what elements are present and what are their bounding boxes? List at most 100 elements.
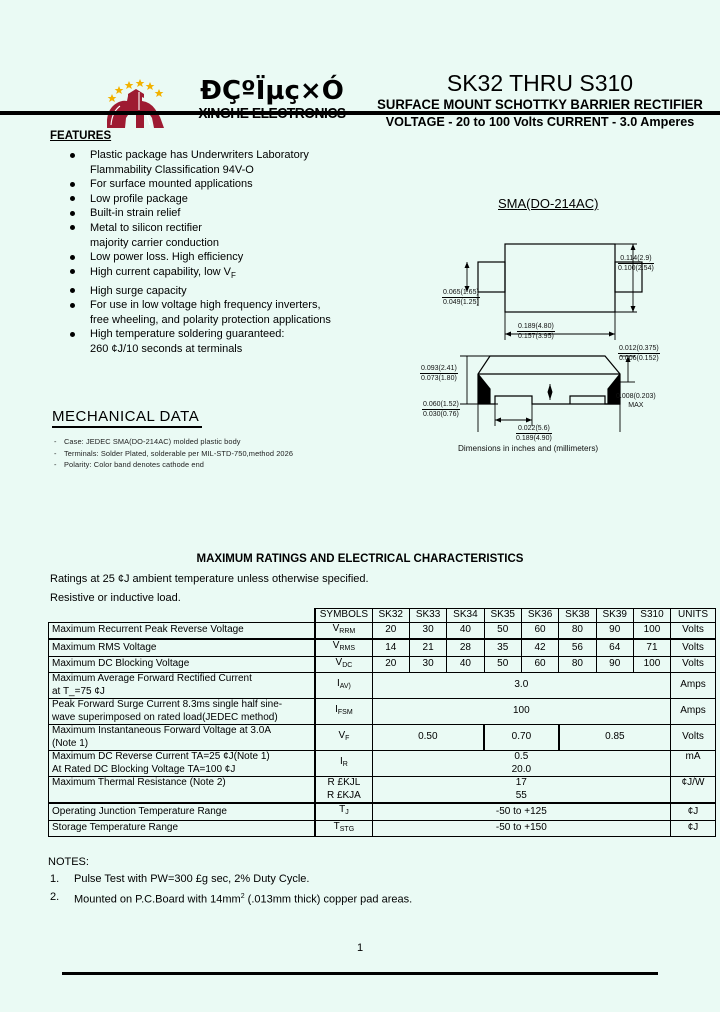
cell-value-merged: 100 <box>371 698 672 725</box>
mechanical-data-heading: MECHANICAL DATA <box>52 408 200 425</box>
row-symbol-vrms: VRMS <box>314 638 373 657</box>
cell-value: 60 <box>520 655 560 673</box>
bullet-icon <box>70 269 75 275</box>
notes-section: NOTES: 1. Pulse Test with PW=300 £g sec,… <box>48 856 668 907</box>
column-header-sk36: SK36 <box>520 608 560 623</box>
column-header-sk38: SK38 <box>558 608 597 623</box>
feature-text: High temperature soldering guaranteed: <box>90 328 285 341</box>
list-item: Low profile package <box>50 192 380 207</box>
list-item: Low power loss. High efficiency <box>50 250 380 265</box>
row-symbol-thermal: R £KJL R £KJA <box>314 776 373 804</box>
column-header-s310: S310 <box>632 608 672 623</box>
package-outline-svg <box>460 243 643 432</box>
page-number: 1 <box>356 942 364 954</box>
cell-units: ¢J <box>670 802 716 821</box>
mechanical-data-section: MECHANICAL DATA Case: JEDEC SMA(DO-214AC… <box>52 408 382 471</box>
cell-value-vf-group2: 0.70 <box>483 724 560 751</box>
column-header-symbols: SYMBOLS <box>314 608 373 623</box>
features-heading: FEATURES <box>50 130 112 142</box>
company-logo <box>98 70 176 132</box>
cell-units: Amps <box>670 698 716 725</box>
cell-value: 14 <box>371 638 410 657</box>
note-text: Mounted on P.C.Board with 14mm <box>74 893 241 906</box>
feature-text: For surface mounted applications <box>90 178 253 191</box>
feature-text-cont: free wheeling, and polarity protection a… <box>90 313 331 326</box>
row-label-vdc: Maximum DC Blocking Voltage <box>48 655 316 673</box>
dimension-seat-length: 0.022(5.6) 0.189(4.90) <box>516 425 552 442</box>
note-text-cont: (.013mm thick) copper pad areas. <box>244 893 413 906</box>
note-number: 1. <box>50 873 60 885</box>
features-list: Plastic package has Underwriters Laborat… <box>50 148 380 357</box>
cell-units: mA <box>670 750 716 777</box>
row-symbol-iav: IAV) <box>314 672 373 699</box>
column-header-sk32: SK32 <box>371 608 410 623</box>
brand-name-cn: ÐÇºÏµç×Ó <box>200 76 344 106</box>
feature-text: Low power loss. High efficiency <box>90 251 244 264</box>
feature-text: Low profile package <box>90 192 188 205</box>
list-item: For surface mounted applications <box>50 177 380 192</box>
cell-value: 80 <box>558 655 597 673</box>
row-label-vf: Maximum Instantaneous Forward Voltage at… <box>48 724 316 751</box>
cell-value: 50 <box>483 621 522 640</box>
column-header-sk34: SK34 <box>446 608 485 623</box>
row-symbol-vdc: VDC <box>314 655 373 673</box>
ratings-condition-1: Ratings at 25 ¢J ambient temperature unl… <box>50 573 369 585</box>
list-item: Case: JEDEC SMA(DO-214AC) molded plastic… <box>52 436 382 448</box>
ratings-heading: MAXIMUM RATINGS AND ELECTRICAL CHARACTER… <box>196 553 524 565</box>
header-divider <box>0 111 720 115</box>
cell-value-merged: 3.0 <box>371 672 672 699</box>
cell-value: 30 <box>408 655 448 673</box>
features-section: FEATURES Plastic package has Underwriter… <box>50 130 380 357</box>
cell-value-merged: 17 55 <box>371 776 672 804</box>
page-subtitle: SURFACE MOUNT SCHOTTKY BARRIER RECTIFIER <box>377 97 703 113</box>
cell-value-merged: -50 to +150 <box>371 819 672 837</box>
table-row: Maximum Thermal Resistance (Note 2) R £K… <box>48 776 716 804</box>
row-label-tj: Operating Junction Temperature Range <box>48 802 316 821</box>
feature-text: High current capability, low VF <box>90 265 236 280</box>
dimension-standoff: 0.008(0.203) MAX <box>616 393 656 409</box>
mechanical-underline <box>52 426 202 428</box>
feature-text-cont: majority carrier conduction <box>90 236 219 249</box>
cell-value: 100 <box>632 621 672 640</box>
column-header-sk35: SK35 <box>483 608 522 623</box>
cell-value: 40 <box>446 621 485 640</box>
dimension-body-length: 0.189(4.80) 0.157(3.95) <box>517 323 555 340</box>
cell-value: 35 <box>483 638 522 657</box>
table-row: Operating Junction Temperature Range TJ … <box>48 802 716 821</box>
cell-value: 40 <box>446 655 485 673</box>
row-label-vrms: Maximum RMS Voltage <box>48 638 316 657</box>
row-label-vrrm: Maximum Recurrent Peak Reverse Voltage <box>48 621 316 640</box>
ratings-table: SYMBOLS SK32 SK33 SK34 SK35 SK36 SK38 SK… <box>48 608 716 837</box>
bullet-icon <box>70 225 75 231</box>
feature-text: Metal to silicon rectifier <box>90 221 202 234</box>
row-label-ifsm: Peak Forward Surge Current 8.3ms single … <box>48 698 316 725</box>
row-symbol-ifsm: IFSM <box>314 698 373 725</box>
cell-value: 20 <box>371 655 410 673</box>
note-item: 1. Pulse Test with PW=300 £g sec, 2% Dut… <box>48 872 668 886</box>
table-row: Maximum Instantaneous Forward Voltage at… <box>48 724 716 751</box>
list-item: High current capability, low VF <box>50 265 380 284</box>
column-header-sk33: SK33 <box>408 608 448 623</box>
footer-divider <box>62 972 658 975</box>
document-title-block: SK32 THRU S310 SURFACE MOUNT SCHOTTKY BA… <box>366 70 714 131</box>
row-symbol-tj: TJ <box>314 802 373 821</box>
cell-value: 90 <box>595 621 634 640</box>
cell-value-merged: -50 to +125 <box>371 802 672 821</box>
cell-units: ¢J/W <box>670 776 716 804</box>
cell-units: Volts <box>670 638 716 657</box>
feature-text: Built-in strain relief <box>90 207 181 220</box>
feature-text: High surge capacity <box>90 284 187 297</box>
column-header-units: UNITS <box>670 608 716 623</box>
cell-value: 50 <box>483 655 522 673</box>
row-symbol-vf: VF <box>314 724 373 751</box>
cell-value: 30 <box>408 621 448 640</box>
page-title: SK32 THRU S310 <box>446 70 634 96</box>
cell-value-vf-group3: 0.85 <box>558 724 672 751</box>
dimension-foot-length: 0.060(1.52) 0.030(0.76) <box>422 401 460 418</box>
dimension-top-height: 0.114(2.9) 0.100(2.54) <box>618 255 654 272</box>
cell-units: Volts <box>670 655 716 673</box>
bullet-icon <box>70 302 75 308</box>
bullet-icon <box>70 152 75 158</box>
bullet-icon <box>70 254 75 260</box>
